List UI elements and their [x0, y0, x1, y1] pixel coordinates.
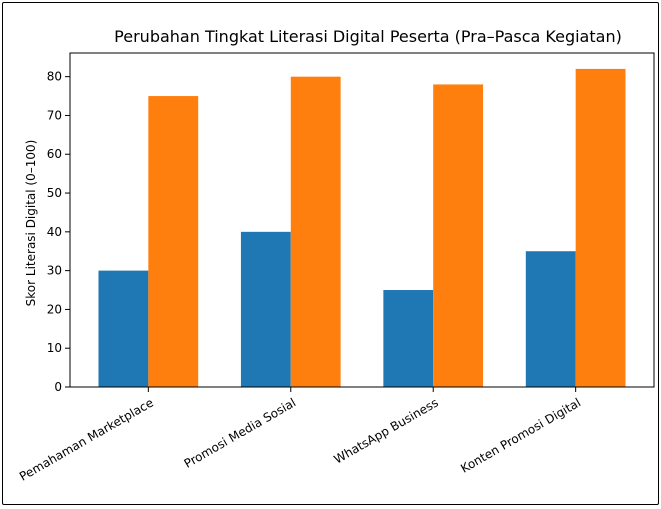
bar-series2-1: [148, 96, 199, 387]
y-tick-label: 40: [47, 225, 62, 239]
y-axis-label: Skor Literasi Digital (0–100): [24, 140, 38, 307]
x-tick-label: Pemahaman Marketplace: [17, 395, 156, 483]
x-ticks-layer: Pemahaman Marketplace Promosi Media Sosia…: [17, 387, 583, 484]
y-tick-label: 30: [47, 264, 62, 278]
bar-series1-2: [240, 231, 291, 387]
y-tick-label: 20: [47, 302, 62, 316]
bar-series2-2: [290, 76, 341, 388]
bar-series1-1: [98, 270, 149, 387]
y-tick-label: 50: [47, 186, 62, 200]
plot-area: [69, 52, 655, 388]
y-ticks-layer: 0 10 20 30 40 50 60 70 80: [47, 70, 70, 394]
bar-chart: Perubahan Tingkat Literasi Digital Peser…: [17, 27, 655, 484]
bar-series2-3: [433, 84, 484, 387]
y-tick-label: 70: [47, 108, 62, 122]
bars-layer: [98, 68, 626, 388]
x-tick-label: WhatsApp Business: [332, 395, 441, 466]
y-tick-label: 60: [47, 147, 62, 161]
chart-title: Perubahan Tingkat Literasi Digital Peser…: [114, 27, 622, 46]
bar-series2-4: [575, 68, 626, 388]
y-tick-label: 80: [47, 70, 62, 84]
x-tick-label: Promosi Media Sosial: [182, 395, 299, 470]
y-tick-label: 0: [54, 380, 62, 394]
y-tick-label: 10: [47, 341, 62, 355]
x-tick-label: Konten Promosi Digital: [458, 395, 583, 475]
bar-series1-4: [525, 251, 576, 387]
bar-series1-3: [383, 290, 434, 387]
